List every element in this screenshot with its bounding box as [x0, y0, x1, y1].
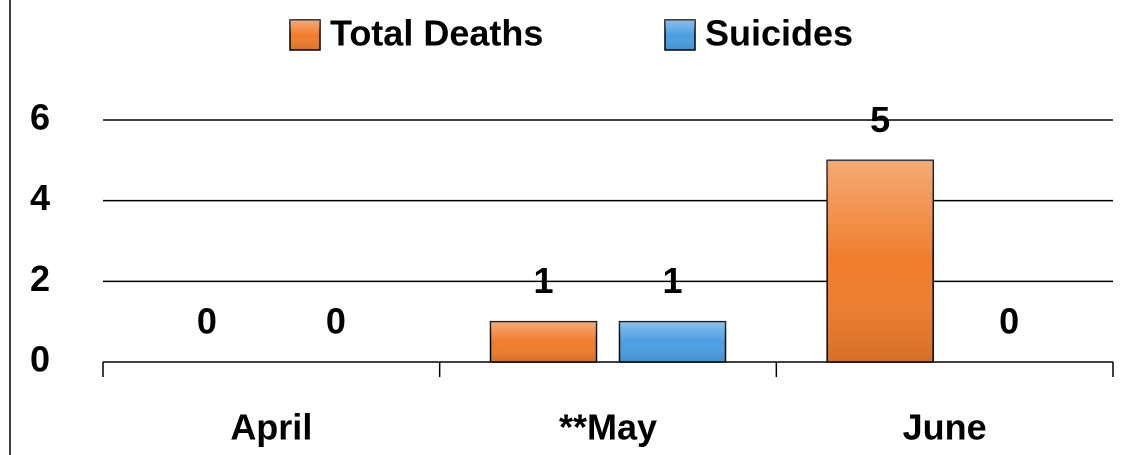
- value-label: 0: [326, 301, 346, 342]
- y-tick-label: 0: [30, 339, 50, 380]
- bar-shine: [827, 160, 934, 362]
- legend-label: Suicides: [705, 13, 853, 54]
- y-tick-label: 6: [30, 97, 50, 138]
- value-label: 1: [662, 260, 682, 301]
- legend-swatch-shine: [665, 20, 695, 50]
- x-tick-label: June: [903, 407, 987, 448]
- value-label: 0: [197, 301, 217, 342]
- legend-swatch-shine: [290, 20, 320, 50]
- x-tick-label: **May: [559, 407, 657, 448]
- bar-shine: [490, 321, 597, 362]
- bar-shine: [619, 321, 726, 362]
- value-label: 5: [870, 99, 890, 140]
- value-label: 1: [533, 260, 553, 301]
- y-tick-label: 2: [30, 258, 50, 299]
- y-tick-label: 4: [30, 177, 50, 218]
- value-label: 0: [999, 301, 1019, 342]
- legend-label: Total Deaths: [330, 13, 543, 54]
- x-tick-label: April: [230, 407, 312, 448]
